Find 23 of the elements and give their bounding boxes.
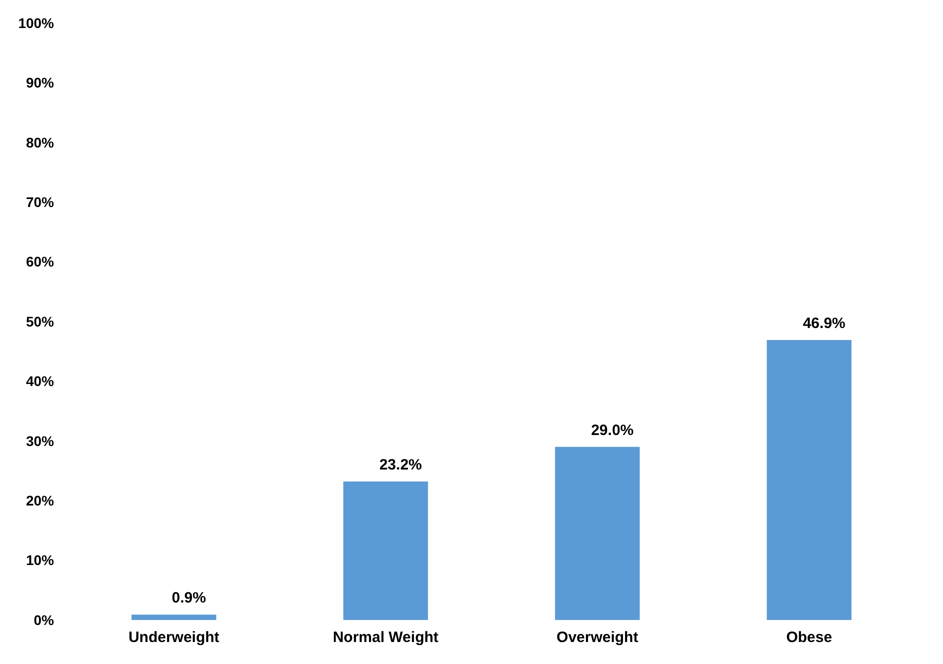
x-tick-label: Underweight: [128, 629, 220, 646]
data-label: 0.9%: [172, 590, 206, 607]
x-tick-label: Normal Weight: [332, 629, 438, 646]
y-tick-label: 70%: [26, 194, 55, 210]
y-tick-label: 80%: [26, 134, 55, 150]
bar: [343, 481, 428, 620]
x-tick-label: Overweight: [556, 629, 638, 646]
bar: [555, 446, 640, 620]
data-label: 29.0%: [591, 422, 634, 439]
data-label: 23.2%: [379, 456, 422, 474]
y-tick-label: 50%: [26, 313, 55, 330]
y-tick-label: 60%: [26, 254, 55, 270]
x-tick-label: Obese: [786, 629, 832, 646]
y-tick-label: 10%: [26, 552, 55, 568]
bar: [766, 340, 852, 620]
y-tick-label: 100%: [18, 14, 55, 31]
y-tick-label: 20%: [26, 492, 55, 508]
y-tick-label: 0%: [34, 612, 55, 628]
y-tick-label: 40%: [26, 373, 55, 390]
bar: [132, 614, 216, 620]
y-tick-label: 90%: [26, 74, 55, 91]
data-label: 46.9%: [802, 315, 846, 332]
y-tick-label: 30%: [26, 432, 55, 449]
